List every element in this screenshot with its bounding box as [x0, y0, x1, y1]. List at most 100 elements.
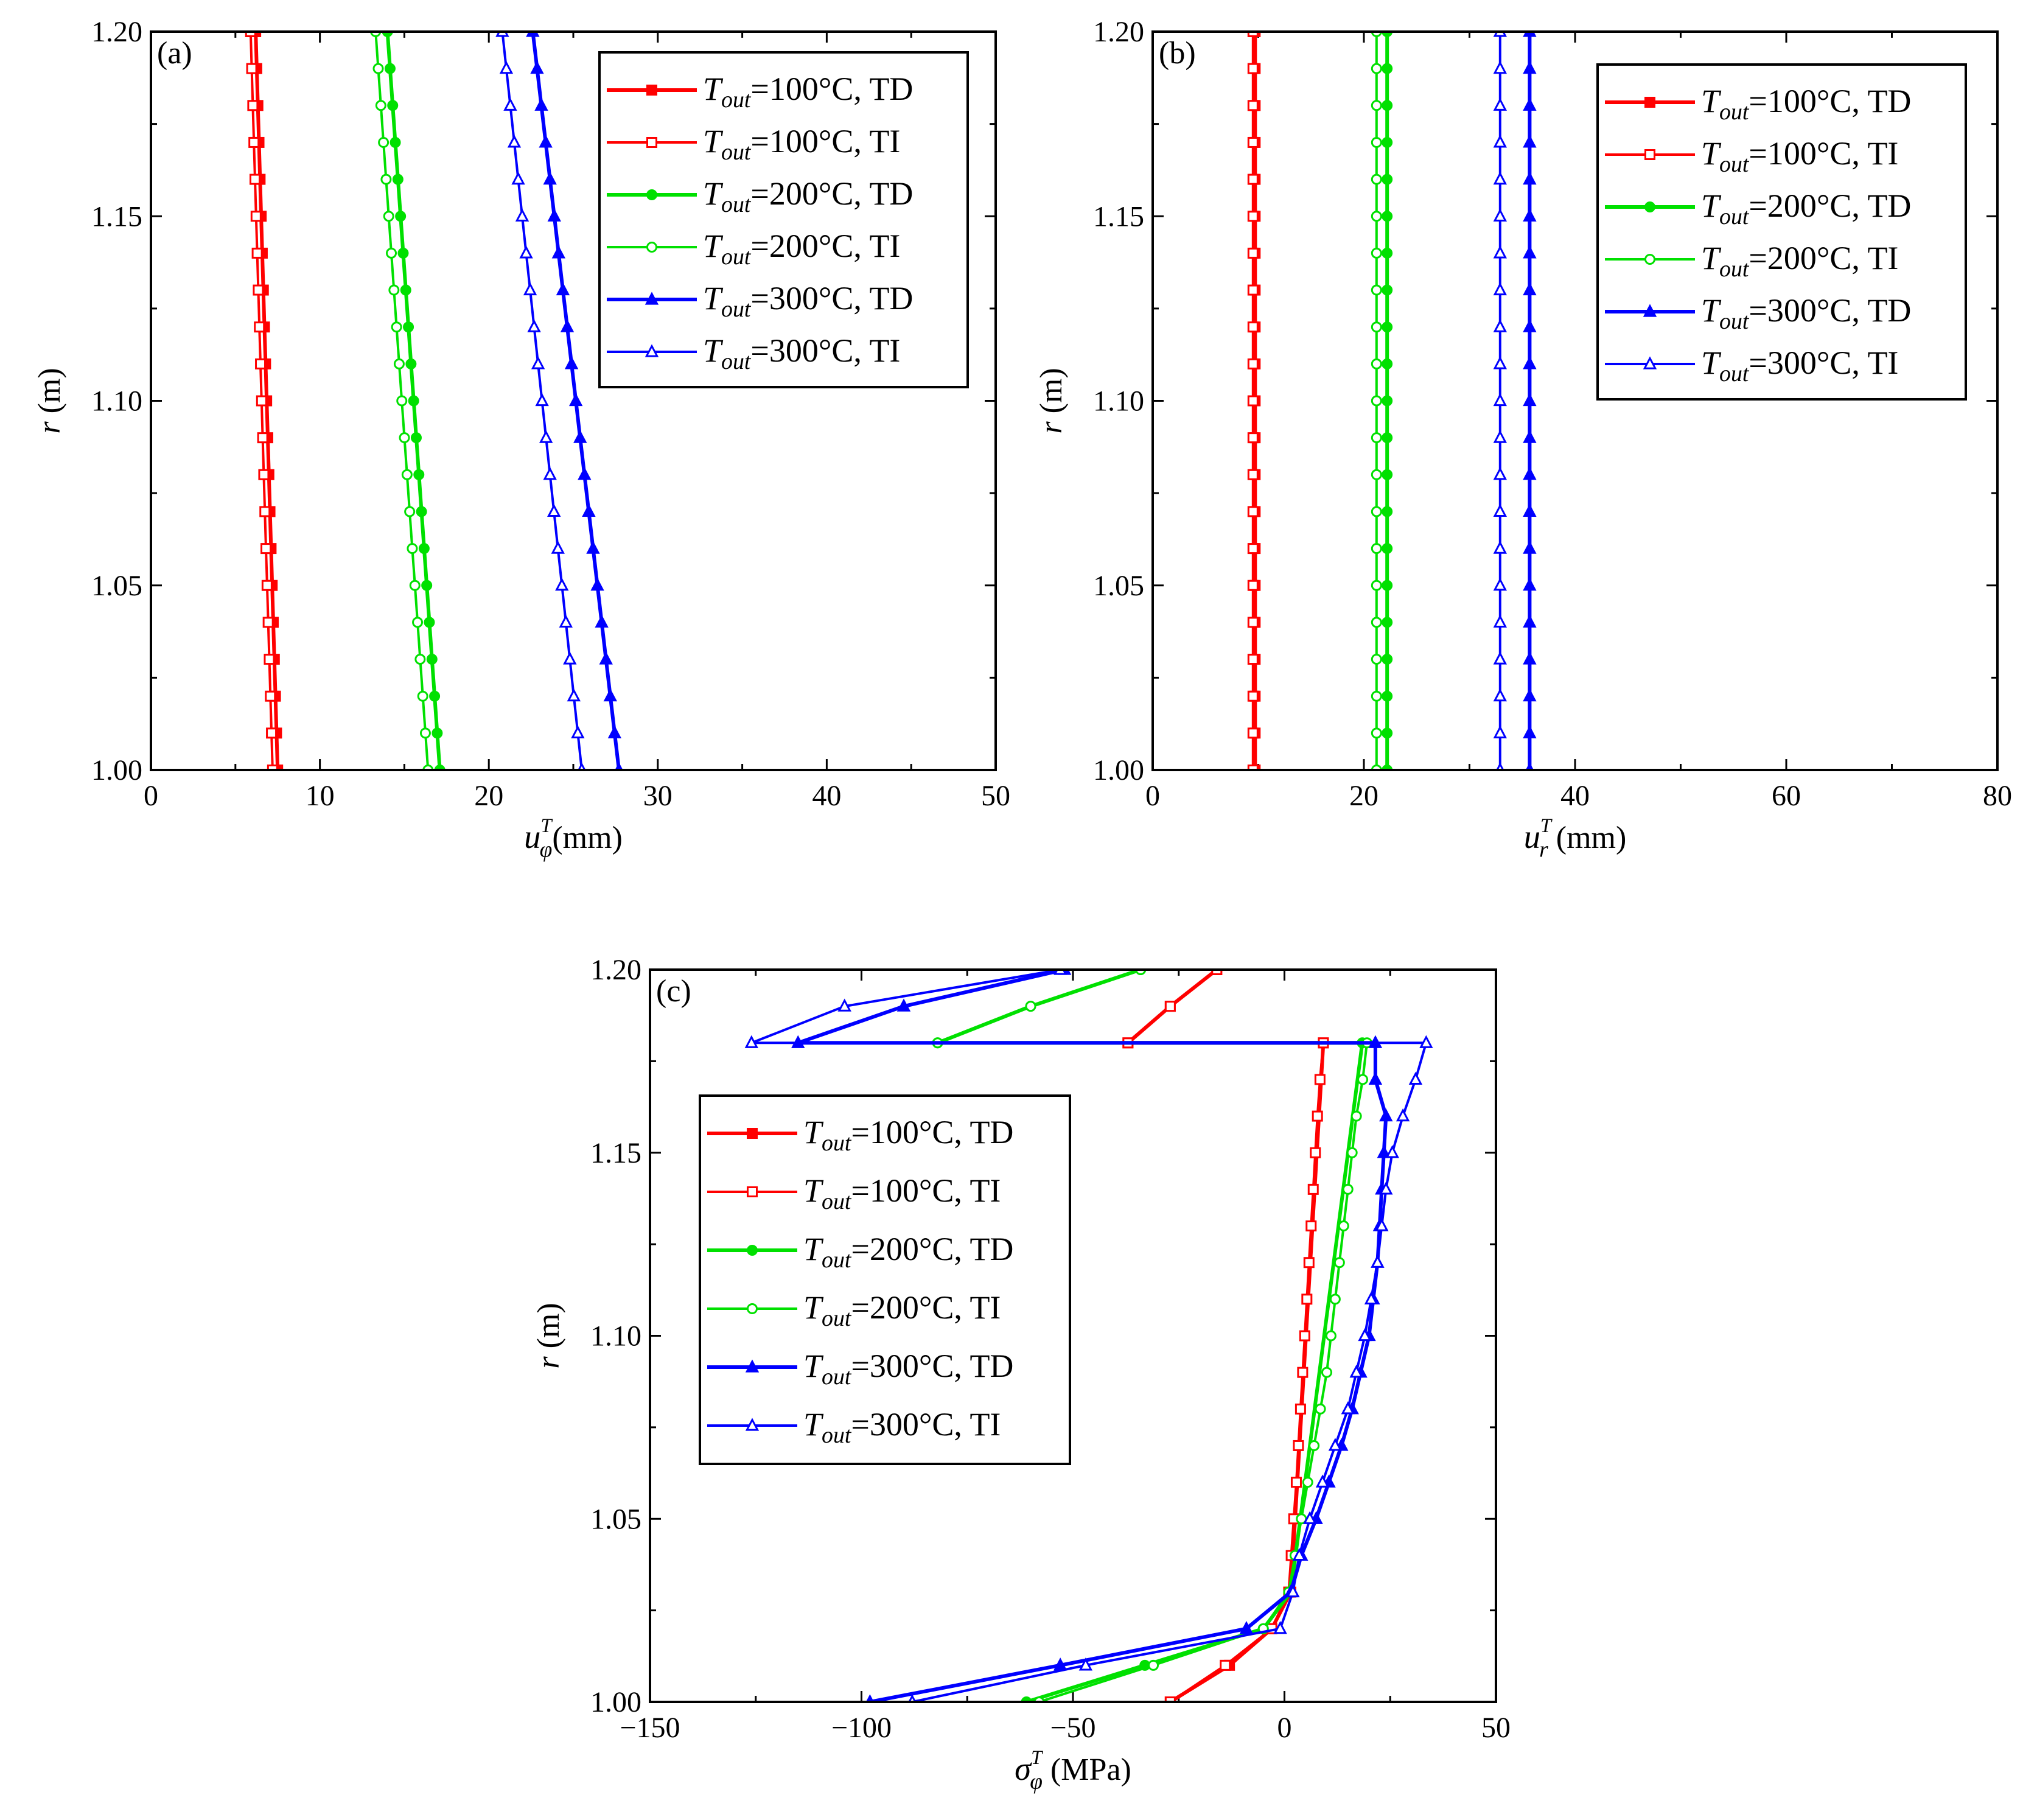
- data-point: [1341, 1401, 1355, 1415]
- x-tick-label: 10: [306, 780, 335, 812]
- legend-label-symbol: T: [803, 1289, 824, 1326]
- data-point: [1273, 1621, 1287, 1634]
- legend-marker: [646, 189, 657, 200]
- data-point: [571, 725, 585, 738]
- legend-label-symbol: T: [1701, 187, 1722, 224]
- legend-label-symbol: T: [703, 332, 724, 369]
- series-200-TD: [382, 32, 445, 770]
- data-point: [1493, 245, 1507, 259]
- x-tick-label: 20: [1349, 780, 1378, 812]
- legend-item: Tout=200°C, TD: [607, 175, 913, 217]
- legend-label-text: =100°C, TI: [750, 123, 900, 159]
- data-point: [250, 211, 262, 222]
- data-point: [1371, 284, 1382, 296]
- legend-label-subscript: out: [1719, 152, 1750, 177]
- legend-label: Tout=200°C, TD: [703, 175, 913, 217]
- series-200-TI: [370, 32, 434, 770]
- legend-label-subscript: out: [1719, 99, 1750, 125]
- legend-label-subscript: out: [721, 296, 752, 322]
- legend-label-symbol: T: [1701, 292, 1722, 329]
- data-point: [543, 467, 557, 480]
- data-point: [396, 395, 408, 407]
- y-axis-title: r (m): [1034, 368, 1069, 433]
- legend-label-text: =300°C, TI: [1749, 345, 1898, 381]
- x-tick-label: −50: [1050, 1712, 1095, 1744]
- data-point: [1321, 1367, 1332, 1378]
- data-point: [1247, 211, 1259, 222]
- data-point: [1371, 136, 1382, 148]
- data-point: [559, 614, 573, 628]
- legend-frame: [598, 51, 969, 388]
- data-point: [1382, 654, 1393, 665]
- data-point: [1247, 469, 1259, 480]
- data-point: [1493, 541, 1507, 554]
- y-axis-title-unit: (m): [32, 368, 67, 421]
- data-point: [507, 135, 522, 148]
- data-point: [1247, 579, 1259, 591]
- data-point: [551, 541, 565, 554]
- legend-marker: [646, 137, 657, 148]
- data-point: [499, 60, 514, 74]
- data-point: [573, 430, 587, 443]
- data-point: [250, 173, 261, 185]
- legend-label: Tout=200°C, TI: [1701, 240, 1898, 282]
- data-point: [1371, 321, 1382, 333]
- data-point: [1382, 358, 1393, 369]
- data-point: [248, 136, 260, 148]
- legend-label: Tout=200°C, TI: [803, 1289, 1001, 1331]
- data-point: [395, 211, 407, 222]
- legend-label: Tout=100°C, TD: [703, 71, 913, 113]
- data-point: [1302, 1477, 1313, 1488]
- legend-label-symbol: T: [703, 123, 724, 159]
- y-axis-title-symbol: r: [32, 421, 67, 434]
- plot-area: [245, 32, 623, 770]
- x-axis-title-symbol: u: [524, 818, 540, 855]
- data-point: [251, 247, 263, 259]
- legend-label-text: =100°C, TI: [851, 1172, 1001, 1209]
- data-point: [1315, 1403, 1326, 1415]
- legend-marker: [1644, 149, 1655, 160]
- x-axis-title-subscript: φ: [540, 838, 553, 863]
- data-point: [1364, 1291, 1378, 1304]
- data-point: [1297, 1367, 1309, 1378]
- data-point: [1523, 725, 1537, 738]
- series-line: [1127, 970, 1325, 1702]
- legend-label: Tout=300°C, TD: [803, 1348, 1013, 1390]
- data-point: [556, 282, 570, 296]
- data-point: [1371, 173, 1382, 185]
- data-point: [1350, 1110, 1362, 1122]
- legend-marker: [747, 1245, 758, 1256]
- data-point: [1247, 32, 1259, 37]
- data-point: [378, 136, 390, 148]
- legend-label-subscript: out: [721, 349, 752, 374]
- x-axis-title-symbol: σ: [1015, 1750, 1032, 1787]
- legend-label: Tout=100°C, TD: [1701, 83, 1911, 125]
- legend-label-text: =200°C, TD: [750, 175, 913, 212]
- data-point: [399, 432, 410, 444]
- legend-label: Tout=200°C, TD: [803, 1231, 1013, 1273]
- data-point: [421, 579, 433, 591]
- legend-marker: [646, 242, 657, 253]
- data-point: [1493, 319, 1507, 332]
- data-point: [386, 247, 397, 259]
- data-point: [1247, 617, 1259, 628]
- data-point: [391, 321, 402, 333]
- y-axis-title-symbol: r: [1034, 421, 1069, 434]
- data-point: [527, 319, 541, 332]
- legend-label-text: =200°C, TI: [851, 1289, 1001, 1326]
- data-point: [578, 467, 592, 480]
- data-point: [410, 432, 422, 444]
- y-tick-label: 1.00: [91, 754, 142, 786]
- data-point: [1523, 282, 1537, 296]
- legend-marker: [645, 292, 659, 305]
- data-point: [1493, 651, 1507, 665]
- data-point: [255, 358, 267, 369]
- plot-frame: [649, 968, 1497, 1703]
- data-point: [264, 654, 275, 665]
- legend-label-text: =100°C, TD: [851, 1114, 1013, 1150]
- data-point: [1382, 100, 1393, 111]
- data-point: [417, 690, 428, 702]
- y-axis-title-symbol: r: [531, 1356, 566, 1369]
